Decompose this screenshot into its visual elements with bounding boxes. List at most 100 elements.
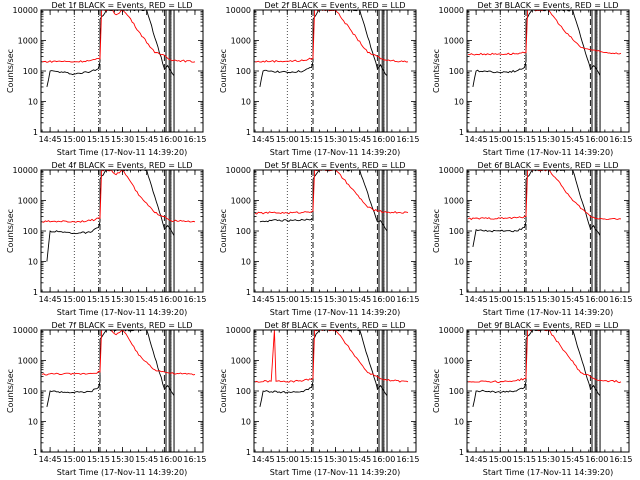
plot-frame bbox=[466, 329, 630, 453]
x-tick-label: 15:30 bbox=[537, 455, 560, 464]
y-tick-label: 10000 bbox=[226, 326, 251, 335]
x-tick-label: 15:00 bbox=[63, 135, 86, 144]
y-tick-label: 100 bbox=[23, 67, 38, 76]
x-tick-label: 15:30 bbox=[111, 295, 134, 304]
x-axis-label: Start Time (17-Nov-11 14:39:20) bbox=[57, 308, 187, 317]
lld-series-line bbox=[41, 330, 196, 376]
y-tick-label: 100 bbox=[449, 387, 464, 396]
y-tick-label: 100 bbox=[236, 67, 251, 76]
events-series-line bbox=[472, 10, 601, 87]
x-tick-label: 15:45 bbox=[561, 295, 584, 304]
x-tick-label: 15:00 bbox=[276, 455, 299, 464]
x-tick-label: 16:00 bbox=[585, 135, 608, 144]
x-tick-label: 15:00 bbox=[63, 295, 86, 304]
x-tick-label: 15:45 bbox=[135, 135, 158, 144]
x-tick-label: 16:00 bbox=[159, 135, 182, 144]
y-tick-label: 1000 bbox=[444, 357, 464, 366]
x-tick-label: 15:00 bbox=[63, 455, 86, 464]
y-axis-label: Counts/sec bbox=[432, 49, 441, 93]
events-series-line bbox=[472, 170, 601, 247]
x-tick-label: 15:45 bbox=[348, 455, 371, 464]
x-tick-label: 14:45 bbox=[252, 455, 275, 464]
x-tick-label: 14:45 bbox=[39, 455, 62, 464]
x-tick-label: 14:45 bbox=[252, 135, 275, 144]
x-tick-label: 15:15 bbox=[87, 135, 110, 144]
x-tick-label: 14:45 bbox=[39, 295, 62, 304]
y-tick-label: 1000 bbox=[231, 357, 251, 366]
y-tick-label: 1 bbox=[246, 288, 251, 297]
lld-series-line bbox=[254, 330, 409, 383]
x-axis-label: Start Time (17-Nov-11 14:39:20) bbox=[270, 308, 400, 317]
events-series-line bbox=[46, 10, 175, 87]
y-tick-label: 1000 bbox=[18, 357, 38, 366]
y-tick-label: 10000 bbox=[13, 6, 38, 15]
x-tick-label: 16:00 bbox=[585, 455, 608, 464]
plot-frame bbox=[466, 9, 630, 133]
y-axis-label: Counts/sec bbox=[6, 49, 15, 93]
panel-svg: Det 8f BLACK = Events, RED = LLD Counts/s… bbox=[219, 321, 419, 477]
plot-frame bbox=[253, 9, 417, 133]
chart-title: Det 2f BLACK = Events, RED = LLD bbox=[264, 1, 405, 10]
y-tick-label: 1 bbox=[33, 128, 38, 137]
detector-panel-1: Det 1f BLACK = Events, RED = LLD Counts/s… bbox=[0, 0, 213, 160]
y-tick-label: 10 bbox=[454, 418, 464, 427]
y-tick-label: 10000 bbox=[226, 166, 251, 175]
x-tick-label: 14:45 bbox=[465, 455, 488, 464]
y-tick-label: 1000 bbox=[231, 37, 251, 46]
detector-panel-8: Det 8f BLACK = Events, RED = LLD Counts/s… bbox=[213, 320, 426, 480]
x-tick-label: 16:15 bbox=[396, 455, 419, 464]
y-tick-label: 1 bbox=[459, 128, 464, 137]
panel-svg: Det 2f BLACK = Events, RED = LLD Counts/s… bbox=[219, 1, 419, 157]
plot-frame bbox=[253, 329, 417, 453]
y-tick-label: 10 bbox=[454, 258, 464, 267]
detector-panel-7: Det 7f BLACK = Events, RED = LLD Counts/s… bbox=[0, 320, 213, 480]
y-axis-label: Counts/sec bbox=[6, 209, 15, 253]
detector-panel-5: Det 5f BLACK = Events, RED = LLD Counts/s… bbox=[213, 160, 426, 320]
events-series-line bbox=[472, 330, 601, 408]
panel-svg: Det 1f BLACK = Events, RED = LLD Counts/s… bbox=[6, 1, 206, 157]
y-tick-label: 1000 bbox=[444, 197, 464, 206]
lld-series-line bbox=[255, 10, 409, 63]
y-tick-label: 1 bbox=[459, 288, 464, 297]
y-tick-label: 1 bbox=[459, 448, 464, 457]
x-tick-label: 16:15 bbox=[183, 295, 206, 304]
y-tick-label: 10 bbox=[28, 258, 38, 267]
x-tick-label: 15:00 bbox=[489, 135, 512, 144]
x-tick-label: 15:45 bbox=[561, 455, 584, 464]
y-tick-label: 1000 bbox=[18, 37, 38, 46]
x-tick-label: 15:30 bbox=[537, 135, 560, 144]
x-tick-label: 15:30 bbox=[111, 455, 134, 464]
y-tick-label: 100 bbox=[449, 227, 464, 236]
events-series-line bbox=[259, 10, 388, 87]
panel-svg: Det 4f BLACK = Events, RED = LLD Counts/s… bbox=[6, 161, 206, 317]
y-tick-label: 10 bbox=[28, 418, 38, 427]
y-axis-label: Counts/sec bbox=[219, 49, 228, 93]
x-tick-label: 14:45 bbox=[252, 295, 275, 304]
x-tick-label: 16:00 bbox=[159, 295, 182, 304]
plot-frame bbox=[40, 329, 204, 453]
y-tick-label: 10 bbox=[28, 98, 38, 107]
lld-series-line bbox=[254, 170, 409, 215]
y-tick-label: 100 bbox=[23, 227, 38, 236]
x-tick-label: 15:30 bbox=[324, 295, 347, 304]
chart-title: Det 5f BLACK = Events, RED = LLD bbox=[264, 161, 405, 170]
x-axis-label: Start Time (17-Nov-11 14:39:20) bbox=[483, 148, 613, 157]
x-tick-label: 15:15 bbox=[300, 135, 323, 144]
x-tick-label: 16:15 bbox=[609, 455, 632, 464]
x-tick-label: 16:15 bbox=[396, 295, 419, 304]
plot-frame bbox=[40, 9, 204, 133]
x-tick-label: 15:15 bbox=[87, 295, 110, 304]
y-tick-label: 10 bbox=[241, 418, 251, 427]
y-tick-label: 1000 bbox=[231, 197, 251, 206]
x-tick-label: 15:30 bbox=[324, 135, 347, 144]
events-series-line bbox=[259, 330, 388, 407]
y-axis-label: Counts/sec bbox=[6, 369, 15, 413]
lld-series-line bbox=[468, 330, 622, 384]
x-tick-label: 15:15 bbox=[513, 135, 536, 144]
y-tick-label: 100 bbox=[236, 227, 251, 236]
x-tick-label: 15:15 bbox=[300, 455, 323, 464]
y-tick-label: 10 bbox=[241, 98, 251, 107]
detector-panel-2: Det 2f BLACK = Events, RED = LLD Counts/s… bbox=[213, 0, 426, 160]
x-tick-label: 16:00 bbox=[372, 455, 395, 464]
x-tick-label: 15:00 bbox=[276, 295, 299, 304]
